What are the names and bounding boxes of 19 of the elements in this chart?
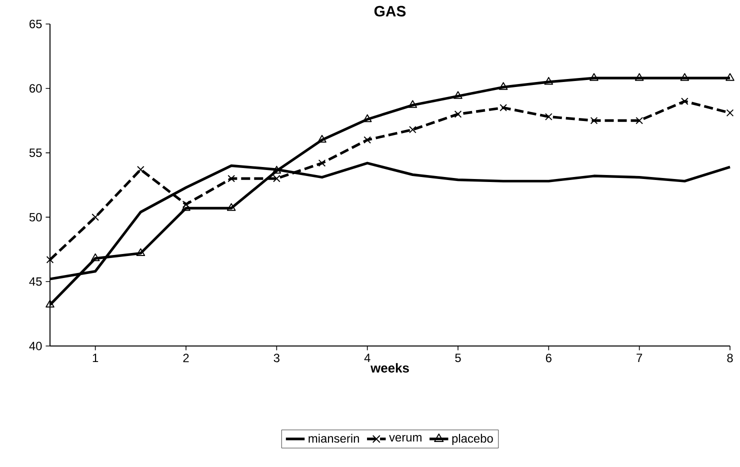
x-tick-label: 4	[364, 354, 370, 362]
y-tick-label: 45	[29, 277, 42, 286]
x-tick-label: 3	[274, 354, 280, 362]
x-tick-label: 7	[636, 354, 642, 362]
legend-label: verum	[389, 435, 422, 442]
legend-label: placebo	[452, 434, 493, 446]
y-tick-label: 65	[30, 20, 42, 28]
x-tick-label: 1	[92, 354, 98, 362]
x-axis-title: weeks	[370, 363, 409, 373]
x-tick-label: 2	[183, 354, 189, 362]
x-tick-label: 6	[546, 354, 552, 362]
x-tick-label: 8	[727, 354, 733, 362]
y-tick-label: 60	[30, 84, 42, 93]
chart-title: GAS	[374, 6, 406, 16]
y-tick-label: 50	[29, 212, 42, 222]
legend-label: mianserin	[308, 434, 359, 443]
y-tick-label: 55	[29, 148, 42, 157]
x-tick-label: 5	[455, 354, 461, 362]
y-tick-label: 40	[29, 342, 42, 350]
